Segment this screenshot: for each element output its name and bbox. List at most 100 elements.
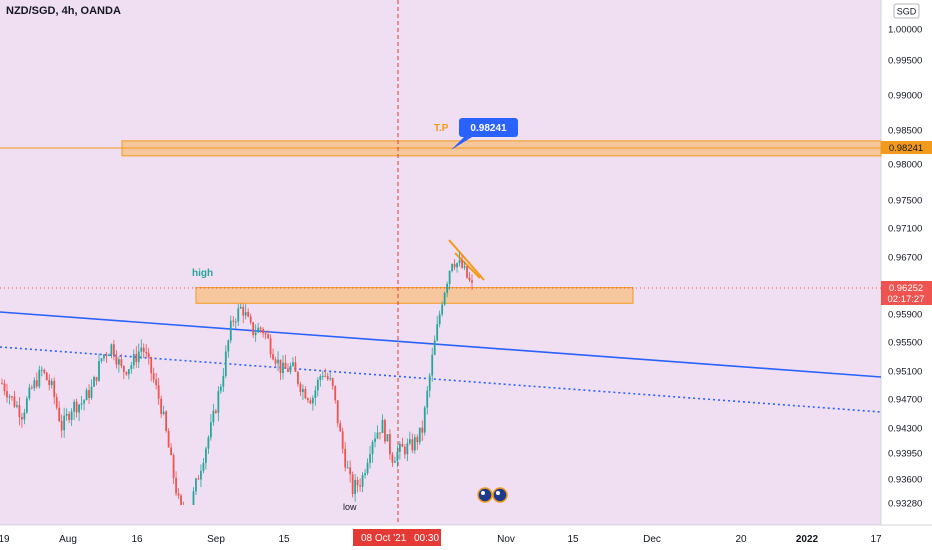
y-tick-label: 0.94700 [888,395,922,406]
candle [165,410,168,433]
candle [35,372,38,389]
plot-background [0,0,881,525]
candle [162,405,165,416]
candle [209,413,212,441]
candle [8,393,11,405]
candle [237,303,240,326]
price-axis[interactable] [881,0,932,525]
candle [18,397,21,426]
candle-body [339,423,342,432]
candle-body [401,443,404,447]
candle-body [229,320,232,341]
candle-body [8,396,11,398]
low-label: low [343,502,357,512]
candle [80,395,83,410]
candle [135,346,138,368]
trendline-dotted[interactable] [0,346,882,413]
candle [326,372,329,382]
candles-layer [1,251,473,505]
candle [30,384,33,390]
candle [369,445,371,469]
candle-body [331,378,334,386]
candle-body [426,390,429,408]
candle [207,435,210,455]
time-axis[interactable] [0,525,932,550]
candle [301,384,304,400]
candle-body [329,378,332,380]
candle-body [88,390,90,398]
y-tick-label: 0.97500 [888,196,922,207]
candle-body [334,385,337,401]
candle [73,399,76,420]
candle-body [346,467,349,469]
flag-nz-icon[interactable] [477,487,493,503]
candle [38,365,41,389]
candle-body [38,369,41,387]
trendline-solid[interactable] [0,311,882,378]
candle [48,374,51,391]
candle-body [441,304,444,315]
candle [311,395,314,411]
tp-label: T.P [434,123,449,134]
candle-body [1,383,3,385]
candle-body [349,467,352,475]
x-tick-label: 19 [0,534,10,545]
candle [386,433,389,442]
candle [167,428,170,448]
candle [406,438,409,462]
candle [40,366,43,377]
event-icons[interactable] [477,487,508,503]
candle-body [242,306,245,316]
trendlines-layer [0,0,882,525]
candle-body [384,420,386,442]
candle [314,385,317,406]
candle [269,334,272,359]
candle [254,324,257,342]
candle [95,376,98,386]
candle [272,348,274,361]
candle [11,395,13,401]
candle [354,473,357,502]
candle-body [304,388,307,399]
candle-body [80,403,83,405]
candle-body [381,420,384,434]
candle [466,265,468,279]
candle-body [374,438,376,442]
candle-body [209,422,212,438]
candle [58,401,61,423]
currency-badge[interactable]: SGD [897,7,917,17]
tp-value-bubble[interactable] [459,118,518,137]
candle-body [177,493,180,496]
candle-body [336,400,339,424]
candle-body [175,477,177,494]
candle [324,368,327,378]
candle [359,478,361,492]
x-tick-label: Nov [497,534,515,545]
candle-body [264,333,267,335]
candle-body [162,411,165,414]
candle [394,456,396,463]
candle [379,432,381,440]
candle [396,445,399,468]
candle-body [219,386,222,392]
candle [45,371,48,381]
candle [366,458,369,476]
candle-body [3,383,6,392]
candle-body [45,372,48,381]
candle [346,460,349,469]
y-tick-label: 0.97100 [888,224,922,235]
wedge-upper-line[interactable] [448,239,485,281]
candle-body [254,332,257,336]
countdown-text: 02:17:27 [888,294,925,305]
candle-body [105,354,108,356]
candle-body [413,437,416,451]
candle-body [110,344,113,355]
candle-body [411,439,414,451]
support-zone[interactable] [195,287,634,304]
candle-body [466,266,468,278]
x-tick-label: 2022 [796,534,819,545]
candle [110,343,113,359]
flag-sg-icon[interactable] [492,487,508,503]
